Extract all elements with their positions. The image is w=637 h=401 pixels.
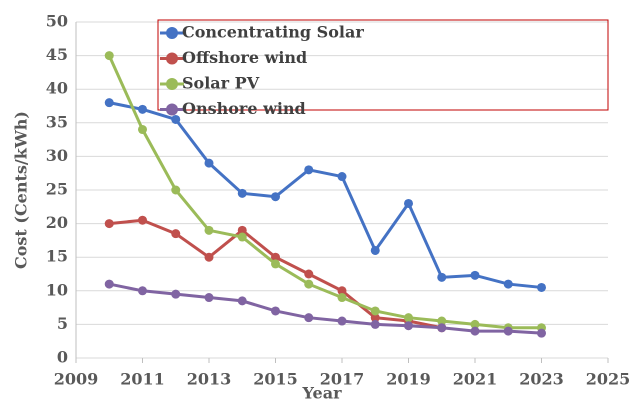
data-point <box>337 172 347 182</box>
data-point <box>437 323 447 333</box>
y-tick-label: 30 <box>46 146 68 165</box>
data-point <box>437 316 447 326</box>
data-point <box>470 270 480 280</box>
x-axis-label: Year <box>301 384 342 401</box>
data-point <box>104 51 114 61</box>
data-point <box>271 192 280 202</box>
y-tick-label: 5 <box>57 314 68 333</box>
legend-box <box>157 19 609 111</box>
data-point <box>171 289 181 299</box>
data-point <box>104 219 114 229</box>
series-line <box>108 282 542 335</box>
data-point <box>370 245 380 255</box>
x-tick-label: 2009 <box>54 370 99 389</box>
legend-label: Concentrating Solar <box>182 23 364 42</box>
data-point <box>370 313 380 323</box>
x-tick-label: 2017 <box>320 370 365 389</box>
data-point <box>138 125 147 135</box>
data-point <box>304 269 314 279</box>
data-point <box>537 328 546 338</box>
y-tick-label: 20 <box>46 213 68 232</box>
data-point <box>304 165 314 175</box>
legend-marker <box>166 78 178 90</box>
data-point <box>237 232 247 242</box>
data-point <box>337 293 347 303</box>
data-point <box>470 319 480 329</box>
x-tick-label: 2021 <box>453 370 498 389</box>
legend-marker <box>166 103 178 116</box>
y-tick-label: 15 <box>46 247 68 266</box>
data-point <box>138 215 147 225</box>
data-point <box>171 185 181 195</box>
x-tick-label: 2013 <box>187 370 232 389</box>
data-point <box>304 313 314 323</box>
x-tick-label: 2025 <box>586 370 631 389</box>
data-point <box>470 326 480 336</box>
y-tick-label: 35 <box>46 112 68 131</box>
data-point <box>337 316 347 326</box>
data-point <box>138 286 147 296</box>
data-point <box>204 252 214 262</box>
data-point <box>370 319 380 329</box>
x-tick-label: 2015 <box>253 370 298 389</box>
legend-label: Offshore wind <box>182 48 307 67</box>
data-point <box>271 306 280 316</box>
y-tick-label: 10 <box>46 280 68 299</box>
data-point <box>204 225 214 235</box>
data-point <box>404 313 413 323</box>
data-point <box>437 272 447 282</box>
data-point <box>537 282 546 292</box>
y-axis-label: Cost (Cents/kWh) <box>12 111 31 269</box>
data-point <box>104 279 114 289</box>
legend-label: Onshore wind <box>182 99 306 118</box>
data-point <box>304 279 314 289</box>
legend-label: Solar PV <box>182 74 260 93</box>
y-tick-label: 25 <box>46 180 68 199</box>
legend-marker <box>166 27 178 39</box>
x-tick-label: 2011 <box>120 370 165 389</box>
data-point <box>237 296 247 306</box>
data-point <box>237 188 247 198</box>
data-point <box>104 98 114 108</box>
y-tick-label: 45 <box>46 45 68 64</box>
series-line <box>108 101 542 289</box>
data-point <box>370 306 380 316</box>
x-tick-label: 2019 <box>386 370 431 389</box>
data-point <box>404 198 413 208</box>
data-point <box>171 229 181 239</box>
data-point <box>404 321 413 331</box>
legend-marker <box>166 52 178 65</box>
data-point <box>138 104 147 114</box>
x-tick-label: 2023 <box>519 370 564 389</box>
y-tick-label: 50 <box>46 12 68 31</box>
data-point <box>271 252 280 262</box>
series-line <box>107 54 542 330</box>
data-point <box>337 286 347 296</box>
data-point <box>237 225 247 235</box>
data-point <box>503 279 513 289</box>
data-point <box>271 259 280 269</box>
data-point <box>171 114 181 124</box>
data-point <box>204 158 214 168</box>
y-tick-label: 0 <box>57 348 68 367</box>
y-tick-label: 40 <box>46 79 68 98</box>
data-point <box>204 293 214 303</box>
data-point <box>503 326 513 336</box>
